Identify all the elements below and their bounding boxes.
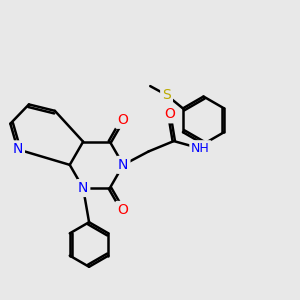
Text: NH: NH [191,142,210,155]
Text: O: O [117,113,128,127]
Text: N: N [118,158,128,172]
Text: N: N [13,142,23,156]
Text: O: O [117,203,128,217]
Text: O: O [164,107,175,121]
Text: S: S [162,88,171,102]
Text: N: N [78,181,88,195]
